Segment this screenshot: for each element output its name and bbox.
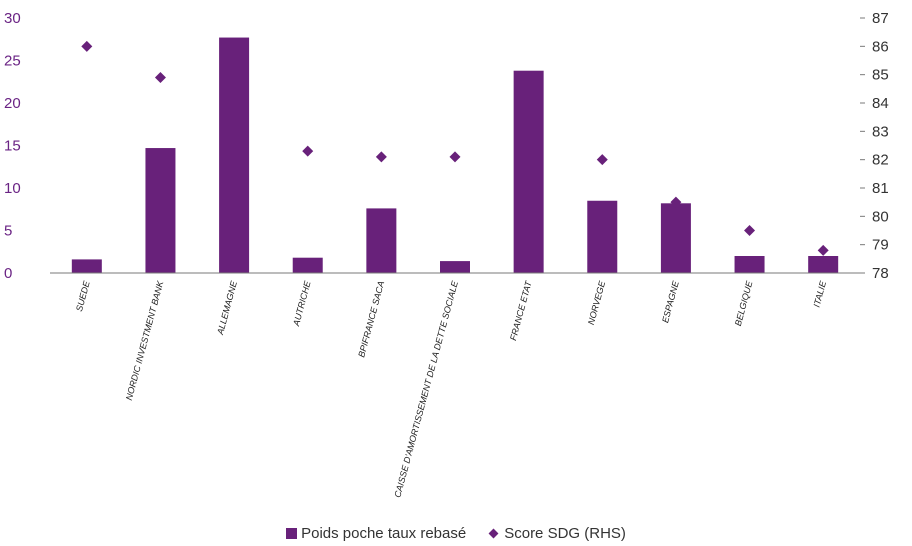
- legend-bar-swatch: [286, 528, 297, 539]
- bar: [514, 71, 544, 273]
- category-label: FRANCE ETAT: [508, 278, 534, 341]
- left-tick-label: 10: [4, 180, 21, 197]
- bar: [440, 261, 470, 273]
- left-tick-label: 15: [4, 138, 21, 155]
- left-tick-label: 30: [4, 10, 21, 27]
- score-marker: [818, 245, 829, 256]
- category-label: BPIFRANCE SACA: [356, 280, 386, 358]
- category-label: NORDIC INVESTMENT BANK: [124, 279, 166, 401]
- score-marker: [81, 41, 92, 52]
- right-tick-label: 86: [872, 38, 889, 55]
- bar: [293, 258, 323, 273]
- left-tick-label: 25: [4, 53, 21, 70]
- score-marker: [155, 72, 166, 83]
- category-label: ITALIE: [812, 279, 829, 308]
- left-tick-label: 20: [4, 95, 21, 112]
- bar: [219, 38, 249, 273]
- category-label: ALLEMAGNE: [215, 279, 239, 337]
- left-tick-label: 0: [4, 265, 12, 282]
- right-tick-label: 78: [872, 265, 889, 282]
- legend-item-bar: Poids poche taux rebasé: [286, 525, 466, 542]
- right-tick-label: 83: [872, 123, 889, 140]
- legend-diamond-label: Score SDG (RHS): [504, 525, 626, 542]
- score-marker: [597, 154, 608, 165]
- score-marker: [450, 151, 461, 162]
- category-label: CAISSE D'AMORTISSEMENT DE LA DETTE SOCIA…: [392, 279, 460, 499]
- category-label: ESPAGNE: [660, 279, 681, 324]
- right-tick-label: 85: [872, 67, 889, 84]
- legend-diamond-swatch: [489, 529, 499, 539]
- score-marker: [376, 151, 387, 162]
- bar: [145, 148, 175, 273]
- category-label: AUTRICHE: [291, 279, 313, 328]
- right-axis: 78 79 80 81 82 83 84 85 86 87: [860, 10, 889, 282]
- score-marker: [744, 225, 755, 236]
- bar: [587, 201, 617, 273]
- legend: Poids poche taux rebasé Score SDG (RHS): [0, 525, 912, 542]
- bar: [808, 256, 838, 273]
- bar: [366, 208, 396, 273]
- right-tick-label: 84: [872, 95, 889, 112]
- markers-layer: [81, 41, 828, 256]
- right-tick-label: 87: [872, 10, 889, 27]
- bar: [72, 259, 102, 273]
- score-marker: [302, 146, 313, 157]
- left-tick-label: 5: [4, 223, 12, 240]
- right-tick-label: 81: [872, 180, 889, 197]
- right-tick-label: 82: [872, 152, 889, 169]
- legend-bar-label: Poids poche taux rebasé: [301, 525, 466, 542]
- category-labels: SUEDE NORDIC INVESTMENT BANK ALLEMAGNE AUTR…: [74, 278, 828, 498]
- category-label: SUEDE: [74, 279, 92, 313]
- right-tick-label: 80: [872, 208, 889, 225]
- category-label: NORVEGE: [586, 279, 608, 326]
- category-label: BELGIQUE: [733, 279, 755, 327]
- right-tick-label: 79: [872, 237, 889, 254]
- bar: [661, 203, 691, 273]
- left-axis: 0 5 10 15 20 25 30: [4, 10, 21, 282]
- bar: [735, 256, 765, 273]
- legend-item-diamond: Score SDG (RHS): [490, 525, 626, 542]
- chart: 0 5 10 15 20 25 30 78 79 80 81 82 83 84 85 86 87 SUEDE N…: [0, 0, 912, 520]
